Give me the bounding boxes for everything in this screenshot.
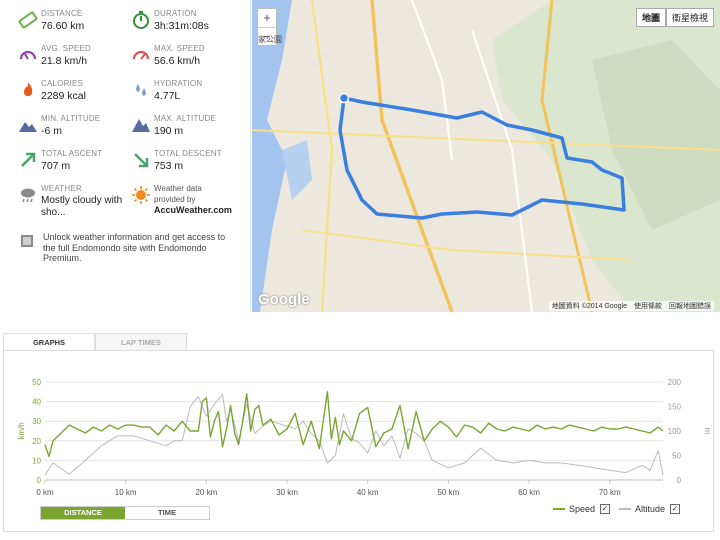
stat-label: TOTAL DESCENT	[154, 149, 222, 158]
stat-max-speed: MAX. SPEED 56.6 km/h	[131, 44, 246, 74]
stat-max-altitude: MAX. ALTITUDE 190 m	[131, 114, 246, 144]
legend-altitude-label: Altitude	[635, 504, 666, 514]
tab-graphs[interactable]: GRAPHS	[3, 333, 95, 351]
stat-value: 707 m	[41, 160, 71, 172]
stat-value: 76.60 km	[41, 20, 85, 32]
stat-value: Mostly cloudy with sho...	[41, 195, 123, 218]
legend-altitude-checkbox[interactable]: ✓	[670, 504, 681, 514]
stat-label: WEATHER	[41, 184, 82, 193]
stat-total-ascent: TOTAL ASCENT 707 m	[18, 149, 133, 179]
map-type-map-button[interactable]: 地圖	[635, 8, 666, 27]
stat-weather: WEATHER Mostly cloudy with sho...	[18, 184, 133, 224]
water-drops-icon	[136, 84, 146, 96]
stat-label: TOTAL ASCENT	[41, 149, 103, 158]
zoom-out-button[interactable]: −	[258, 27, 276, 46]
legend-speed-checkbox[interactable]: ✓	[600, 504, 611, 514]
stat-min-altitude: MIN. ALTITUDE -6 m	[18, 114, 133, 144]
accuweather-credit: Weather data provided by AccuWeather.com	[131, 184, 246, 224]
stat-value: 3h:31m:08s	[154, 20, 209, 32]
cloud-rain-icon	[21, 188, 35, 203]
google-logo: Google	[258, 291, 310, 308]
sun-icon	[132, 186, 150, 204]
mountain-high-icon	[132, 119, 150, 132]
map-attribution[interactable]: 地圖資料 ©2014 Google 使用條款 回報地圖錯誤	[548, 301, 714, 311]
x-axis-toggle: DISTANCE TIME	[40, 506, 210, 520]
ruler-icon	[18, 11, 38, 29]
workout-stats-panel: DISTANCE 76.60 km DURATION 3h:31m:08s AV…	[0, 0, 251, 312]
flame-icon	[23, 82, 33, 96]
stat-distance: DISTANCE 76.60 km	[18, 9, 133, 39]
stat-calories: CALORIES 2289 kcal	[18, 79, 133, 109]
toggle-time-button[interactable]: TIME	[158, 508, 176, 517]
mountain-icon	[19, 122, 37, 132]
stat-value: 21.8 km/h	[41, 55, 88, 67]
stat-label: MIN. ALTITUDE	[41, 114, 101, 123]
stat-value: 753 m	[154, 160, 184, 172]
toggle-distance-button[interactable]: DISTANCE	[41, 507, 125, 519]
zoom-control: + −	[257, 8, 277, 46]
arrow-up-right-icon	[21, 152, 36, 167]
stat-duration: DURATION 3h:31m:08s	[131, 9, 246, 39]
stat-label: HYDRATION	[154, 79, 203, 88]
stat-value: 4.77L	[154, 90, 181, 102]
stat-avg-speed: AVG. SPEED 21.8 km/h	[18, 44, 133, 74]
accuweather-line1: Weather data	[154, 184, 202, 193]
stopwatch-icon	[133, 11, 149, 29]
info-icon	[21, 235, 33, 247]
unlock-text[interactable]: Unlock weather information and get acces…	[43, 232, 226, 263]
accuweather-link[interactable]: AccuWeather.com	[154, 205, 232, 215]
stat-label: AVG. SPEED	[41, 44, 91, 53]
legend-speed[interactable]: Speed ✓	[553, 504, 611, 514]
map-canvas	[252, 0, 720, 312]
stat-label: MAX. ALTITUDE	[154, 114, 217, 123]
tab-lap-times[interactable]: LAP TIMES	[95, 333, 187, 351]
legend-altitude[interactable]: Altitude ✓	[619, 504, 681, 514]
legend-altitude-swatch	[619, 508, 631, 510]
stat-label: MAX. SPEED	[154, 44, 205, 53]
stat-label: DISTANCE	[41, 9, 83, 18]
stat-label: DURATION	[154, 9, 197, 18]
map-type-control: 地圖 衛星檢視	[635, 8, 714, 27]
arrow-down-right-icon	[134, 153, 149, 168]
stat-hydration: HYDRATION 4.77L	[131, 79, 246, 109]
stat-label: CALORIES	[41, 79, 84, 88]
speedometer-icon	[19, 50, 37, 60]
map-place-label: 家公園	[258, 35, 282, 44]
stat-value: 56.6 km/h	[154, 55, 201, 67]
graph-tabs: GRAPHS LAP TIMES	[3, 333, 187, 351]
speedometer-max-icon	[132, 50, 150, 60]
map-type-satellite-button[interactable]: 衛星檢視	[665, 8, 714, 27]
route-map[interactable]: + − 家公園 地圖 衛星檢視 Google 地圖資料 ©2014 Google…	[252, 0, 720, 312]
stat-value: 2289 kcal	[41, 90, 86, 102]
stat-total-descent: TOTAL DESCENT 753 m	[131, 149, 246, 179]
zoom-in-button[interactable]: +	[263, 10, 271, 25]
accuweather-line2: provided by	[154, 195, 196, 204]
stat-value: -6 m	[41, 125, 62, 137]
stat-value: 190 m	[154, 125, 184, 137]
legend-speed-label: Speed	[569, 504, 596, 514]
legend-speed-swatch	[553, 508, 565, 510]
